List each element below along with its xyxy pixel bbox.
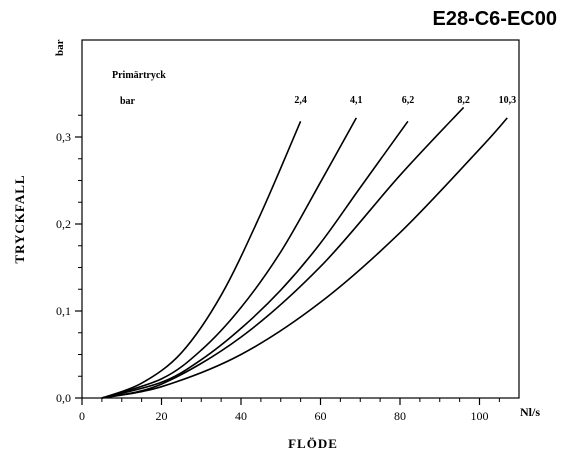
y-tick-label: 0,1 <box>56 304 71 318</box>
x-tick-label: 40 <box>235 409 247 423</box>
x-tick-label: 60 <box>315 409 327 423</box>
series-label: 6,2 <box>402 95 415 106</box>
series-label: 10,3 <box>499 95 517 106</box>
series-group: 2,4 4,1 6,2 8,2 10,3 <box>101 95 517 399</box>
series-line <box>101 117 508 399</box>
series-label: 2,4 <box>294 95 307 106</box>
x-tick-label: 0 <box>79 409 85 423</box>
x-axis-title: FLÖDE <box>288 436 338 451</box>
y-axis: 0,0 0,1 0,2 0,3 <box>56 114 82 405</box>
series-line <box>101 106 465 399</box>
series-label: 8,2 <box>457 95 470 106</box>
legend-title: Primärtryck <box>112 70 166 81</box>
y-unit-label: bar <box>54 39 66 56</box>
x-axis: 0 20 40 60 80 100 <box>79 398 500 423</box>
series-label: 4,1 <box>350 95 363 106</box>
series-line <box>101 120 409 399</box>
x-tick-label: 20 <box>156 409 168 423</box>
series-line <box>101 120 302 399</box>
series-line <box>101 117 357 399</box>
product-code: E28-C6-EC00 <box>432 8 557 30</box>
x-tick-label: 100 <box>471 409 489 423</box>
y-tick-label: 0,3 <box>56 130 71 144</box>
x-unit-label: Nl/s <box>520 405 540 419</box>
x-tick-label: 80 <box>394 409 406 423</box>
y-tick-label: 0,0 <box>56 391 71 405</box>
y-axis-title: TRYCKFALL <box>12 174 27 263</box>
y-tick-label: 0,2 <box>56 217 71 231</box>
legend-unit: bar <box>120 96 136 107</box>
